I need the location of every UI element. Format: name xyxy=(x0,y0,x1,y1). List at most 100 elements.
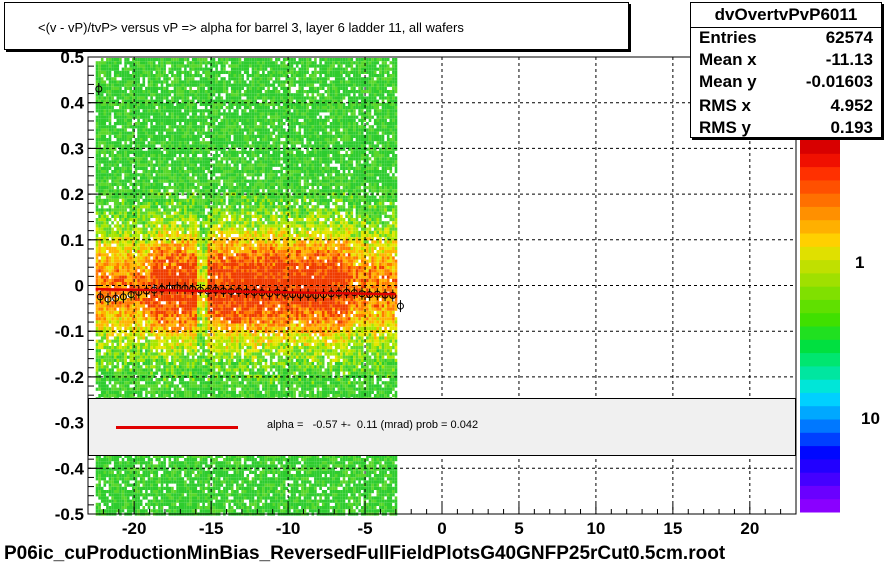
heatmap-cell xyxy=(163,157,166,160)
heatmap-cell xyxy=(143,128,146,131)
heatmap-cell xyxy=(104,151,107,154)
heatmap-cell xyxy=(124,346,127,349)
heatmap-cell xyxy=(171,58,174,61)
heatmap-cell xyxy=(195,346,198,349)
heatmap-cell xyxy=(174,93,177,96)
heatmap-cell xyxy=(187,269,190,272)
heatmap-cell xyxy=(176,144,179,147)
heatmap-cell xyxy=(182,292,185,295)
heatmap-cell xyxy=(153,381,156,384)
heatmap-cell xyxy=(189,349,192,352)
heatmap-cell xyxy=(161,317,164,320)
heatmap-cell xyxy=(176,250,179,253)
heatmap-cell xyxy=(187,183,190,186)
heatmap-cell xyxy=(117,68,120,71)
heatmap-cell xyxy=(143,106,146,109)
heatmap-cell xyxy=(150,477,153,480)
heatmap-cell xyxy=(111,276,114,279)
heatmap-cell xyxy=(111,301,114,304)
heatmap-cell xyxy=(145,106,148,109)
heatmap-cell xyxy=(127,468,130,471)
heatmap-cell xyxy=(111,128,114,131)
heatmap-cell xyxy=(145,173,148,176)
heatmap-cell xyxy=(148,474,151,477)
heatmap-cell xyxy=(111,487,114,490)
heatmap-cell xyxy=(187,138,190,141)
heatmap-cell xyxy=(169,244,172,247)
heatmap-cell xyxy=(137,263,140,266)
heatmap-cell xyxy=(174,458,177,461)
heatmap-cell xyxy=(135,349,138,352)
heatmap-cell xyxy=(122,362,125,365)
heatmap-cell xyxy=(135,68,138,71)
heatmap-cell xyxy=(163,279,166,282)
heatmap-cell xyxy=(98,250,101,253)
heatmap-cell xyxy=(140,87,143,90)
heatmap-cell xyxy=(101,464,104,467)
heatmap-cell xyxy=(124,125,127,128)
heatmap-cell xyxy=(192,490,195,493)
heatmap-cell xyxy=(137,116,140,119)
heatmap-cell xyxy=(145,224,148,227)
heatmap-cell xyxy=(137,304,140,307)
heatmap-cell xyxy=(158,199,161,202)
heatmap-cell xyxy=(106,356,109,359)
heatmap-cell xyxy=(179,480,182,483)
heatmap-cell xyxy=(106,183,109,186)
heatmap-cell xyxy=(158,154,161,157)
heatmap-cell xyxy=(187,71,190,74)
heatmap-cell xyxy=(106,196,109,199)
heatmap-cell xyxy=(127,144,130,147)
heatmap-cell xyxy=(192,180,195,183)
heatmap-cell xyxy=(98,96,101,99)
heatmap-cell xyxy=(98,77,101,80)
heatmap-cell xyxy=(130,346,133,349)
heatmap-cell xyxy=(114,154,117,157)
heatmap-cell xyxy=(158,327,161,330)
heatmap-cell xyxy=(104,314,107,317)
heatmap-cell xyxy=(161,167,164,170)
heatmap-cell xyxy=(148,384,151,387)
heatmap-cell xyxy=(153,119,156,122)
heatmap-cell xyxy=(98,180,101,183)
heatmap-cell xyxy=(106,509,109,512)
heatmap-cell xyxy=(156,173,159,176)
heatmap-cell xyxy=(176,84,179,87)
heatmap-cell xyxy=(184,317,187,320)
heatmap-cell xyxy=(192,295,195,298)
heatmap-cell xyxy=(148,205,151,208)
heatmap-cell xyxy=(130,119,133,122)
heatmap-cell xyxy=(174,496,177,499)
heatmap-cell xyxy=(117,196,120,199)
heatmap-cell xyxy=(111,260,114,263)
heatmap-cell xyxy=(182,263,185,266)
heatmap-cell xyxy=(96,372,99,375)
heatmap-cell xyxy=(166,336,169,339)
heatmap-cell xyxy=(166,116,169,119)
heatmap-cell xyxy=(150,314,153,317)
heatmap-cell xyxy=(114,461,117,464)
heatmap-cell xyxy=(179,122,182,125)
heatmap-cell xyxy=(195,173,198,176)
heatmap-cell xyxy=(96,253,99,256)
heatmap-cell xyxy=(161,125,164,128)
heatmap-cell xyxy=(106,362,109,365)
heatmap-cell xyxy=(98,388,101,391)
heatmap-cell xyxy=(145,474,148,477)
heatmap-cell xyxy=(176,196,179,199)
heatmap-cell xyxy=(184,176,187,179)
heatmap-cell xyxy=(111,160,114,163)
heatmap-cell xyxy=(192,458,195,461)
heatmap-cell xyxy=(106,266,109,269)
heatmap-cell xyxy=(171,292,174,295)
heatmap-cell xyxy=(179,180,182,183)
heatmap-cell xyxy=(153,500,156,503)
heatmap-cell xyxy=(101,256,104,259)
heatmap-cell xyxy=(101,96,104,99)
heatmap-cell xyxy=(140,218,143,221)
heatmap-cell xyxy=(166,253,169,256)
heatmap-cell xyxy=(176,74,179,77)
heatmap-cell xyxy=(169,144,172,147)
heatmap-cell xyxy=(161,352,164,355)
heatmap-cell xyxy=(161,484,164,487)
